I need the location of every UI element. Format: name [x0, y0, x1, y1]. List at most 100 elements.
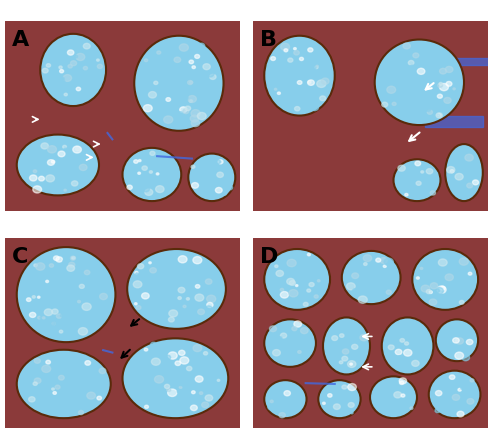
Circle shape [150, 151, 155, 156]
Circle shape [466, 340, 473, 345]
Circle shape [165, 355, 170, 360]
Circle shape [148, 76, 153, 80]
Circle shape [80, 284, 84, 289]
Circle shape [270, 57, 276, 60]
Circle shape [76, 87, 80, 91]
Circle shape [184, 89, 189, 93]
Circle shape [46, 181, 48, 184]
Circle shape [76, 147, 80, 151]
Circle shape [50, 290, 56, 295]
Circle shape [98, 64, 102, 69]
Ellipse shape [429, 371, 480, 418]
Circle shape [34, 264, 37, 267]
Circle shape [87, 392, 96, 399]
Circle shape [70, 61, 76, 66]
Circle shape [52, 309, 58, 314]
Circle shape [278, 92, 280, 95]
Circle shape [416, 181, 421, 185]
Circle shape [316, 65, 318, 67]
Circle shape [384, 275, 392, 282]
Ellipse shape [264, 380, 306, 418]
Circle shape [68, 262, 75, 267]
Circle shape [426, 168, 433, 174]
Circle shape [404, 342, 408, 345]
Circle shape [452, 394, 460, 400]
Circle shape [80, 164, 87, 171]
Circle shape [40, 316, 46, 320]
Circle shape [36, 259, 43, 263]
Circle shape [192, 66, 196, 69]
Circle shape [190, 405, 198, 410]
Circle shape [440, 83, 448, 91]
Circle shape [358, 296, 368, 303]
Circle shape [210, 74, 216, 79]
Circle shape [198, 309, 204, 314]
Circle shape [100, 293, 108, 300]
Circle shape [350, 363, 352, 365]
Circle shape [127, 185, 132, 190]
Circle shape [284, 49, 288, 52]
Circle shape [138, 264, 144, 269]
Circle shape [46, 175, 54, 182]
Circle shape [196, 281, 198, 283]
Circle shape [462, 388, 469, 394]
Circle shape [64, 189, 66, 191]
Circle shape [413, 53, 419, 58]
Circle shape [292, 327, 297, 331]
Circle shape [48, 146, 56, 153]
Circle shape [193, 345, 202, 352]
Circle shape [298, 351, 301, 353]
Circle shape [280, 43, 289, 51]
Circle shape [142, 293, 149, 299]
Ellipse shape [17, 350, 111, 418]
Circle shape [408, 81, 412, 84]
Circle shape [455, 352, 464, 359]
Circle shape [286, 397, 291, 402]
Circle shape [401, 394, 405, 397]
Circle shape [60, 70, 64, 73]
Circle shape [444, 98, 451, 103]
Circle shape [378, 383, 382, 386]
Circle shape [290, 280, 296, 285]
Circle shape [459, 258, 468, 265]
Circle shape [72, 181, 78, 186]
Circle shape [142, 166, 148, 170]
Circle shape [364, 255, 372, 261]
Circle shape [450, 375, 455, 379]
Circle shape [350, 412, 353, 414]
Circle shape [217, 172, 224, 178]
Circle shape [154, 376, 164, 383]
Circle shape [390, 383, 394, 386]
Circle shape [364, 263, 367, 265]
Circle shape [53, 391, 56, 394]
Circle shape [280, 289, 283, 291]
Circle shape [150, 268, 156, 273]
Circle shape [44, 309, 52, 316]
Circle shape [46, 64, 50, 67]
Circle shape [434, 172, 438, 175]
Circle shape [384, 258, 394, 266]
Circle shape [178, 297, 182, 299]
Circle shape [192, 391, 195, 394]
Circle shape [348, 384, 356, 391]
Circle shape [193, 257, 202, 264]
Circle shape [138, 172, 140, 175]
Circle shape [78, 327, 88, 335]
Circle shape [440, 286, 445, 290]
Circle shape [470, 379, 474, 382]
Circle shape [168, 317, 174, 322]
Circle shape [192, 308, 196, 310]
Circle shape [308, 81, 311, 83]
Circle shape [60, 330, 63, 333]
Circle shape [136, 306, 141, 309]
Circle shape [348, 361, 356, 368]
Circle shape [169, 310, 177, 317]
Circle shape [33, 186, 42, 193]
Circle shape [435, 409, 440, 413]
Circle shape [426, 289, 432, 294]
Circle shape [210, 170, 216, 175]
Circle shape [316, 80, 326, 87]
Circle shape [62, 77, 64, 79]
Circle shape [66, 173, 75, 180]
Circle shape [42, 365, 50, 372]
